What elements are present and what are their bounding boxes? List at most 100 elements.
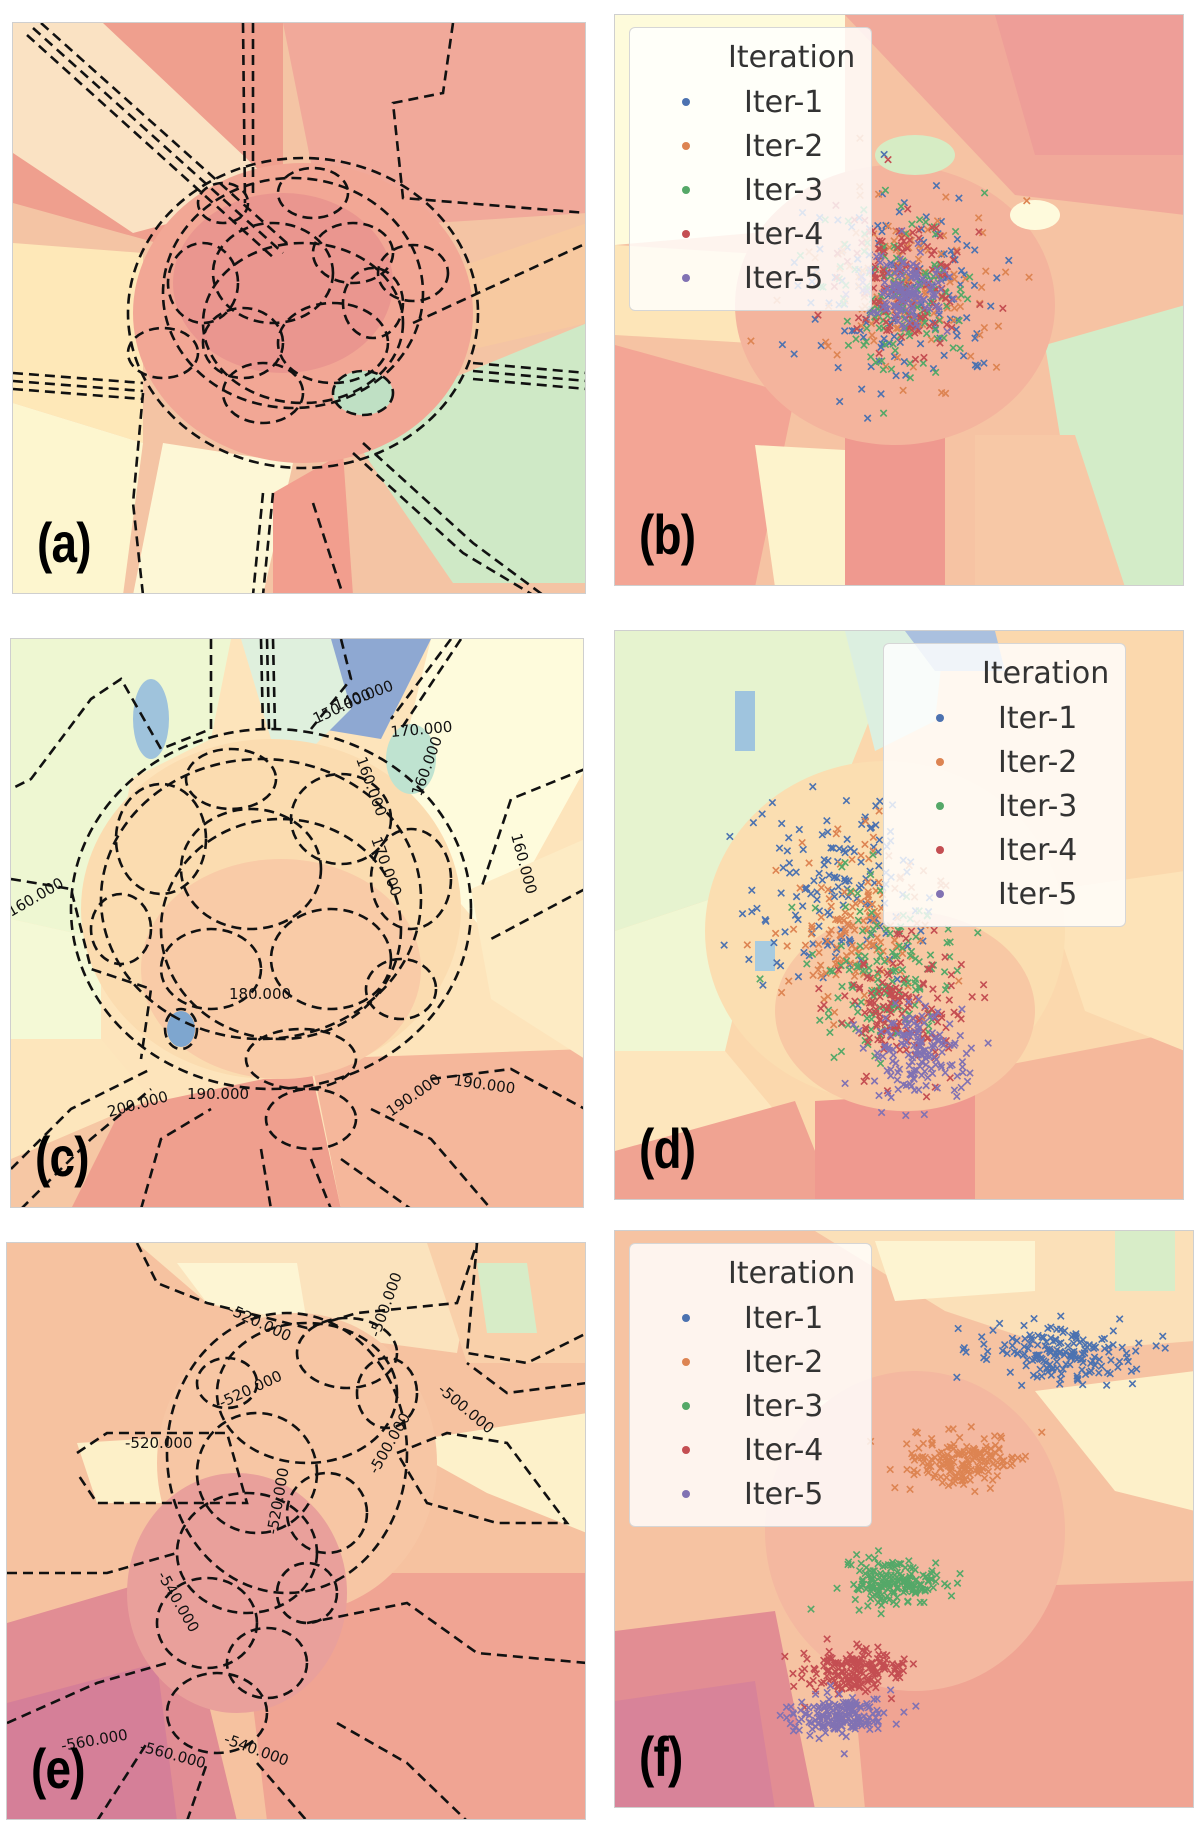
- scatter-point-iter-1: [1000, 1340, 1009, 1349]
- scatter-point-iter-5: [918, 1012, 926, 1020]
- scatter-point-iter-5: [786, 1719, 795, 1728]
- scatter-point-iter-2: [890, 936, 899, 944]
- scatter-point-iter-3: [874, 1546, 883, 1555]
- scatter-point-iter-2: [990, 1432, 999, 1440]
- scatter-point-iter-3: [906, 951, 915, 960]
- scatter-point-iter-2: [824, 885, 832, 894]
- scatter-point-iter-3: [928, 1567, 936, 1575]
- scatter-point-iter-4: [823, 1672, 831, 1680]
- scatter-point-iter-1: [818, 830, 827, 839]
- scatter-point-iter-2: [902, 1440, 911, 1448]
- scatter-point-iter-3: [854, 1585, 862, 1594]
- scatter-point-iter-2: [952, 246, 961, 254]
- scatter-point-iter-1: [1020, 1342, 1028, 1351]
- scatter-point-iter-5: [894, 1029, 903, 1038]
- scatter-point-iter-2: [910, 1470, 918, 1479]
- scatter-point-iter-3: [845, 965, 854, 974]
- scatter-point-iter-4: [937, 260, 945, 269]
- scatter-point-iter-1: [1051, 1336, 1060, 1345]
- scatter-point-iter-4: [867, 998, 875, 1007]
- scatter-point-iter-1: [1061, 1348, 1070, 1356]
- scatter-point-iter-3: [873, 957, 881, 966]
- scatter-point-iter-2: [958, 1470, 967, 1479]
- scatter-point-iter-4: [862, 1644, 871, 1653]
- scatter-point-iter-4: [887, 1008, 895, 1017]
- scatter-point-iter-1: [1059, 1365, 1067, 1373]
- scatter-point-iter-5: [820, 1722, 829, 1730]
- scatter-point-iter-4: [909, 1660, 918, 1668]
- scatter-point-iter-3: [883, 1571, 892, 1580]
- scatter-point-iter-1: [1071, 1354, 1080, 1362]
- scatter-point-iter-4: [853, 1672, 862, 1680]
- scatter-point-iter-1: [809, 782, 817, 791]
- scatter-point-iter-4: [975, 228, 983, 236]
- scatter-point-iter-1: [1020, 1321, 1028, 1330]
- scatter-point-iter-5: [828, 1719, 836, 1728]
- scatter-point-iter-2: [830, 1008, 839, 1017]
- scatter-point-iter-4: [957, 1015, 965, 1023]
- scatter-point-iter-1: [1109, 1341, 1117, 1349]
- scatter-point-iter-2: [796, 884, 804, 892]
- scatter-point-iter-1: [1046, 1360, 1054, 1369]
- scatter-point-iter-2: [784, 977, 793, 985]
- scatter-point-iter-4: [925, 322, 934, 330]
- scatter-point-iter-3: [865, 1571, 873, 1579]
- scatter-point-iter-2: [829, 1021, 838, 1029]
- scatter-point-iter-4: [943, 320, 951, 329]
- scatter-point-iter-2: [899, 386, 907, 395]
- scatter-point-iter-4: [941, 294, 950, 303]
- panel-d-scatter: Iteration Iter-1 Iter-2 Iter-3 Iter-4 It…: [614, 630, 1184, 1200]
- panel-a-label: (a): [37, 511, 91, 574]
- scatter-point-iter-1: [954, 1324, 962, 1333]
- contour-lines-c: [11, 639, 583, 1207]
- scatter-point-iter-2: [891, 1483, 899, 1492]
- scatter-point-iter-2: [945, 1455, 953, 1464]
- scatter-point-iter-3: [862, 338, 870, 346]
- legend-label: Iter-1: [744, 1300, 824, 1336]
- scatter-point-iter-1: [929, 364, 938, 373]
- contour-label: 170.000: [390, 718, 453, 741]
- scatter-point-iter-4: [979, 981, 988, 989]
- scatter-point-iter-1: [983, 1347, 992, 1356]
- legend-marker-iter-3: [682, 186, 690, 194]
- scatter-point-iter-4: [873, 274, 881, 283]
- scatter-point-iter-4: [864, 1038, 872, 1046]
- scatter-point-iter-4: [843, 1657, 851, 1665]
- scatter-point-iter-1: [900, 357, 909, 366]
- scatter-point-iter-4: [915, 226, 923, 234]
- legend-item-iter-5: Iter-5: [646, 256, 855, 300]
- scatter-point-iter-5: [795, 1726, 803, 1734]
- scatter-point-iter-5: [890, 1019, 898, 1027]
- scatter-point-iter-5: [884, 1089, 892, 1098]
- scatter-point-iter-5: [917, 1071, 926, 1080]
- legend-label: Iter-2: [744, 128, 824, 164]
- scatter-point-iter-3: [858, 1577, 867, 1586]
- scatter-point-iter-3: [909, 1584, 917, 1593]
- scatter-point-iter-3: [879, 409, 888, 417]
- scatter-point-iter-2: [919, 1459, 927, 1467]
- scatter-point-iter-3: [879, 365, 888, 374]
- scatter-point-iter-3: [931, 368, 940, 377]
- scatter-point-iter-1: [1047, 1323, 1055, 1331]
- scatter-point-iter-5: [926, 286, 934, 294]
- scatter-point-iter-5: [931, 1060, 940, 1069]
- scatter-point-iter-5: [894, 1085, 902, 1094]
- scatter-point-iter-5: [930, 1034, 939, 1043]
- scatter-point-iter-2: [831, 915, 840, 924]
- scatter-point-iter-4: [861, 1008, 869, 1017]
- scatter-point-iter-4: [866, 974, 875, 982]
- legend-marker-iter-3: [682, 1402, 690, 1410]
- scatter-point-iter-2: [1001, 268, 1010, 276]
- scatter-point-iter-5: [877, 1108, 886, 1117]
- scatter-point-iter-5: [863, 1702, 871, 1710]
- scatter-point-iter-4: [893, 930, 901, 938]
- scatter-point-iter-5: [874, 1724, 882, 1733]
- scatter-point-iter-5: [831, 1700, 839, 1709]
- scatter-point-iter-4: [848, 1659, 857, 1668]
- scatter-point-iter-1: [880, 150, 888, 159]
- scatter-point-iter-1: [1042, 1338, 1050, 1346]
- scatter-point-iter-3: [841, 903, 850, 911]
- scatter-point-iter-3: [874, 975, 882, 984]
- scatter-point-iter-5: [934, 1008, 942, 1016]
- scatter-point-iter-1: [1057, 1339, 1065, 1347]
